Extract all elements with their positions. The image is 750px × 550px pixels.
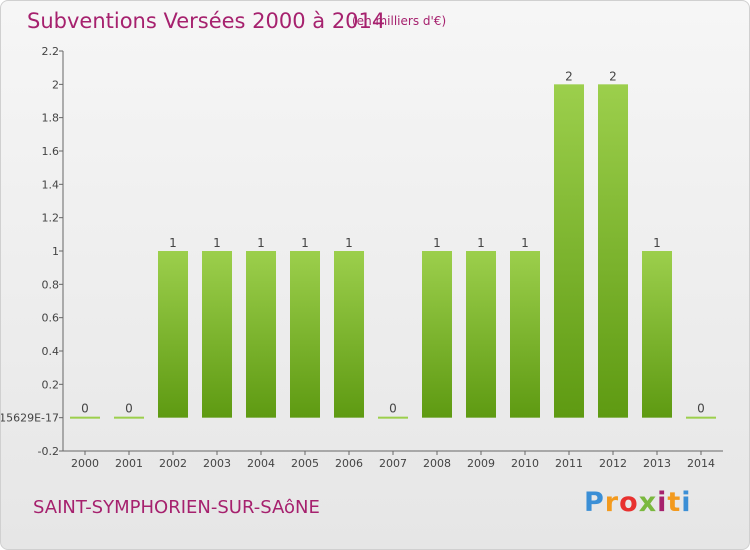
y-tick-label: 0.8 (42, 278, 60, 291)
logo-letter: i (681, 487, 692, 518)
logo-letter: o (619, 487, 639, 518)
y-tick-label: 1.8 (42, 112, 60, 125)
data-label: 1 (477, 236, 485, 250)
bar-2003 (202, 251, 232, 418)
y-tick-label: 1.4 (42, 178, 60, 191)
bar-2000 (70, 416, 100, 419)
data-label: 0 (389, 402, 397, 416)
x-tick-label: 2006 (335, 457, 363, 470)
bar-2007 (378, 416, 408, 419)
data-label: 1 (301, 236, 309, 250)
x-tick-label: 2012 (599, 457, 627, 470)
y-axis: -0.2 -15629E-17 0.2 0.4 0.6 0.8 1 1.2 1.4 1.6 1.8 2… (1, 45, 64, 458)
x-tick-label: 2011 (555, 457, 583, 470)
x-tick-label: 2002 (159, 457, 187, 470)
x-tick-label: 2014 (687, 457, 715, 470)
x-tick-label: 2013 (643, 457, 671, 470)
logo-letter: P (584, 487, 605, 518)
logo-letter: r (604, 487, 620, 518)
data-label: 0 (81, 402, 89, 416)
data-label: 0 (697, 402, 705, 416)
y-tick-label: 1.2 (42, 212, 60, 225)
x-tick-label: 2007 (379, 457, 407, 470)
x-tick-label: 2009 (467, 457, 495, 470)
data-label: 1 (257, 236, 265, 250)
x-tick-label: 2000 (71, 457, 99, 470)
logo-letter: x (638, 487, 658, 518)
x-tick-label: 2008 (423, 457, 451, 470)
data-label: 1 (169, 236, 177, 250)
data-label: 1 (345, 236, 353, 250)
commune-name: SAINT-SYMPHORIEN-SUR-SAôNE (33, 497, 320, 518)
x-tick-label: 2001 (115, 457, 143, 470)
y-tick-label: 0.4 (42, 345, 60, 358)
data-label: 1 (521, 236, 529, 250)
bar-2001 (114, 416, 144, 419)
data-label: 2 (565, 69, 573, 83)
bar-2002 (158, 251, 188, 418)
bars (70, 84, 716, 419)
chart-unit: (en milliers d'€) (352, 14, 447, 28)
chart-title: Subventions Versées 2000 à 2014 (27, 9, 386, 33)
bar-2009 (466, 251, 496, 418)
x-tick-label: 2005 (291, 457, 319, 470)
y-tick-label: 0.2 (42, 378, 60, 391)
x-axis: 2000 2001 2002 2003 2004 2005 2006 2007 2008 2009… (63, 450, 723, 470)
x-tick-label: 2003 (203, 457, 231, 470)
bar-2004 (246, 251, 276, 418)
data-label: 1 (433, 236, 441, 250)
bar-2011 (554, 84, 584, 418)
data-label: 1 (653, 236, 661, 250)
y-tick-label: 1 (52, 245, 59, 258)
bar-2013 (642, 251, 672, 418)
logo-letter: t (667, 487, 682, 518)
data-label: 2 (609, 69, 617, 83)
logo-letter: i (657, 487, 668, 518)
data-labels: 0 0 1 1 1 1 1 0 1 1 1 2 2 1 0 (81, 69, 705, 415)
bar-2006 (334, 251, 364, 418)
bar-2014 (686, 416, 716, 419)
y-tick-label: -15629E-17 (1, 412, 59, 425)
y-tick-label: -0.2 (38, 445, 59, 458)
bar-2010 (510, 251, 540, 418)
data-label: 1 (213, 236, 221, 250)
proxiti-logo: Proxiti (584, 487, 692, 518)
x-tick-label: 2004 (247, 457, 275, 470)
bar-2012 (598, 84, 628, 418)
y-tick-label: 2.2 (42, 45, 60, 58)
bar-2008 (422, 251, 452, 418)
x-tick-label: 2010 (511, 457, 539, 470)
bar-2005 (290, 251, 320, 418)
y-tick-label: 1.6 (42, 145, 60, 158)
y-tick-label: 2 (52, 78, 59, 91)
data-label: 0 (125, 402, 133, 416)
y-tick-label: 0.6 (42, 312, 60, 325)
